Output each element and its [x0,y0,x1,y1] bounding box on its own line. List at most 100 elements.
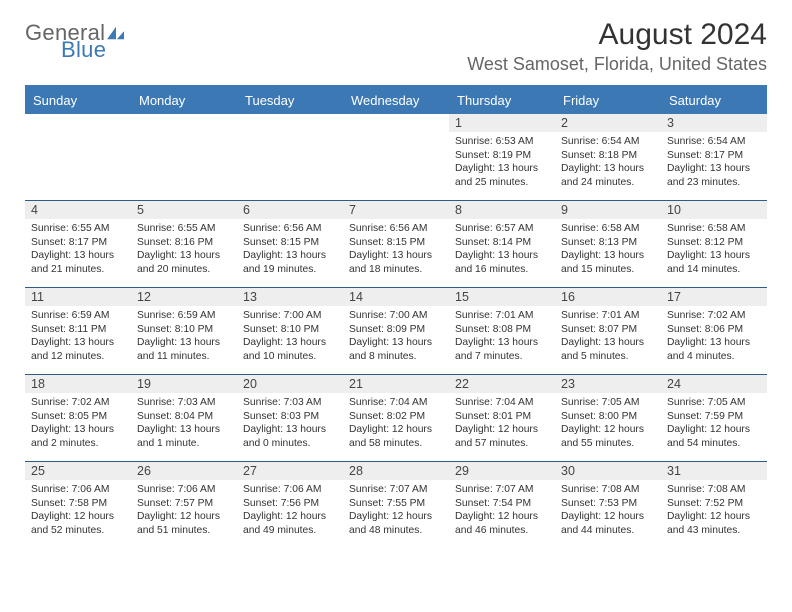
day-info-line: Daylight: 13 hours [561,336,655,350]
day-cell: 26Sunrise: 7:06 AMSunset: 7:57 PMDayligh… [131,462,237,548]
day-info-line: Daylight: 12 hours [667,423,761,437]
day-info-line: and 20 minutes. [137,263,231,277]
day-info-line: Sunrise: 7:05 AM [667,396,761,410]
day-info-line: Daylight: 12 hours [349,510,443,524]
day-info-line: Sunset: 7:54 PM [455,497,549,511]
day-info-line: Sunrise: 7:00 AM [243,309,337,323]
day-info-line: Sunset: 8:08 PM [455,323,549,337]
day-info-line: and 11 minutes. [137,350,231,364]
day-info-line: Daylight: 13 hours [243,423,337,437]
day-cell: 30Sunrise: 7:08 AMSunset: 7:53 PMDayligh… [555,462,661,548]
day-cell: 14Sunrise: 7:00 AMSunset: 8:09 PMDayligh… [343,288,449,374]
day-number: 5 [131,201,237,219]
day-info-line: Sunset: 7:53 PM [561,497,655,511]
day-cell: 1Sunrise: 6:53 AMSunset: 8:19 PMDaylight… [449,114,555,200]
week-row: 1Sunrise: 6:53 AMSunset: 8:19 PMDaylight… [25,114,767,200]
day-info-line: Daylight: 13 hours [561,162,655,176]
day-cell: 27Sunrise: 7:06 AMSunset: 7:56 PMDayligh… [237,462,343,548]
day-cell: 12Sunrise: 6:59 AMSunset: 8:10 PMDayligh… [131,288,237,374]
day-number: 20 [237,375,343,393]
day-info-line: and 54 minutes. [667,437,761,451]
day-info-line: Daylight: 13 hours [31,423,125,437]
day-cell: 25Sunrise: 7:06 AMSunset: 7:58 PMDayligh… [25,462,131,548]
day-cell: 28Sunrise: 7:07 AMSunset: 7:55 PMDayligh… [343,462,449,548]
day-info-line: and 44 minutes. [561,524,655,538]
day-cell: 18Sunrise: 7:02 AMSunset: 8:05 PMDayligh… [25,375,131,461]
day-info-line: Sunrise: 7:04 AM [455,396,549,410]
day-info-line: Sunset: 7:59 PM [667,410,761,424]
day-info-line: Daylight: 13 hours [667,336,761,350]
day-info-line: Sunset: 8:02 PM [349,410,443,424]
day-info-line: and 58 minutes. [349,437,443,451]
day-info-line: and 0 minutes. [243,437,337,451]
day-cell [131,114,237,200]
day-info-line: Sunset: 8:00 PM [561,410,655,424]
day-info-line: Sunset: 7:55 PM [349,497,443,511]
day-number: 16 [555,288,661,306]
day-cell: 24 Sunrise: 7:05 AMSunset: 7:59 PMDayligh… [661,375,767,461]
day-number: 11 [25,288,131,306]
day-info-line: Sunrise: 6:57 AM [455,222,549,236]
day-number: 23 [555,375,661,393]
calendar-grid: SundayMondayTuesdayWednesdayThursdayFrid… [25,85,767,548]
day-number: 26 [131,462,237,480]
day-info-line: Sunrise: 7:02 AM [31,396,125,410]
day-info-line: and 5 minutes. [561,350,655,364]
day-number: 27 [237,462,343,480]
day-number: 22 [449,375,555,393]
day-info-line: and 14 minutes. [667,263,761,277]
day-info-line: Daylight: 13 hours [31,336,125,350]
day-info-line: Daylight: 12 hours [137,510,231,524]
day-cell [343,114,449,200]
day-number: 29 [449,462,555,480]
day-info-line: Daylight: 13 hours [137,336,231,350]
day-info-line: Sunset: 7:57 PM [137,497,231,511]
day-info-line: and 55 minutes. [561,437,655,451]
day-info-line: Sunrise: 7:07 AM [455,483,549,497]
calendar-page: GeneralBlue August 2024 West Samoset, Fl… [0,0,792,558]
day-info-line: and 2 minutes. [31,437,125,451]
day-number: 24 [661,375,767,393]
day-info-line: Daylight: 12 hours [561,423,655,437]
day-info-line: and 12 minutes. [31,350,125,364]
day-cell [25,114,131,200]
day-info-line: Sunrise: 6:58 AM [561,222,655,236]
day-number: 15 [449,288,555,306]
day-cell: 11Sunrise: 6:59 AMSunset: 8:11 PMDayligh… [25,288,131,374]
day-info-line: Daylight: 13 hours [137,423,231,437]
day-info-line: Daylight: 12 hours [243,510,337,524]
weeks-container: 1Sunrise: 6:53 AMSunset: 8:19 PMDaylight… [25,114,767,548]
day-info-line: Sunset: 8:14 PM [455,236,549,250]
day-number: 1 [449,114,555,132]
day-number: 14 [343,288,449,306]
day-info-line: Sunset: 8:13 PM [561,236,655,250]
day-cell: 22Sunrise: 7:04 AMSunset: 8:01 PMDayligh… [449,375,555,461]
day-info-line: and 24 minutes. [561,176,655,190]
day-info-line: and 46 minutes. [455,524,549,538]
day-number: 3 [661,114,767,132]
day-info-line: Sunset: 8:03 PM [243,410,337,424]
day-info-line: and 52 minutes. [31,524,125,538]
day-info-line: Sunrise: 7:07 AM [349,483,443,497]
day-info-line: and 16 minutes. [455,263,549,277]
day-info-line: and 1 minute. [137,437,231,451]
day-info-line: Sunset: 8:10 PM [243,323,337,337]
day-info-line: Sunset: 8:15 PM [243,236,337,250]
day-info-line: Sunrise: 7:03 AM [243,396,337,410]
day-info-line: Daylight: 13 hours [561,249,655,263]
day-info-line: Sunrise: 7:05 AM [561,396,655,410]
day-number: 12 [131,288,237,306]
day-info-line: Sunset: 8:04 PM [137,410,231,424]
day-info-line: Sunset: 8:18 PM [561,149,655,163]
day-info-line: Daylight: 13 hours [243,249,337,263]
day-number: 9 [555,201,661,219]
day-info-line: Daylight: 13 hours [455,336,549,350]
day-info-line: Sunrise: 7:01 AM [561,309,655,323]
day-info-line: Sunrise: 7:04 AM [349,396,443,410]
day-info-line: Daylight: 13 hours [667,162,761,176]
day-info-line: Sunset: 8:16 PM [137,236,231,250]
day-number: 19 [131,375,237,393]
week-row: 25Sunrise: 7:06 AMSunset: 7:58 PMDayligh… [25,461,767,548]
day-info-line: and 23 minutes. [667,176,761,190]
day-info-line: Daylight: 13 hours [455,249,549,263]
